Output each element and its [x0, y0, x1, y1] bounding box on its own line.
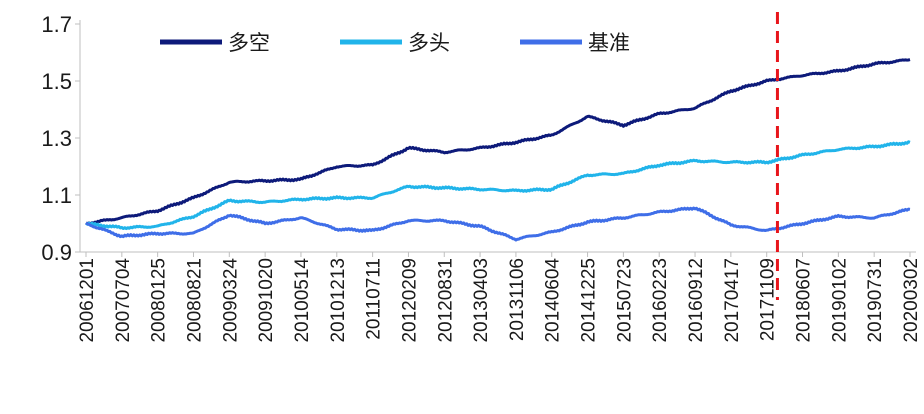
x-tick-label: 20171109	[758, 258, 779, 341]
legend-label-1: 多空	[228, 31, 270, 55]
x-tick-label: 20140604	[543, 258, 564, 343]
x-tick-label: 20170417	[722, 258, 743, 343]
x-tick-label: 20101213	[328, 258, 349, 343]
x-tick-label: 20190731	[865, 258, 886, 343]
x-tick-label: 20160223	[650, 258, 671, 343]
series-layer	[85, 58, 911, 242]
x-tick-label: 20080125	[149, 258, 170, 343]
x-tick-label: 20091020	[256, 258, 277, 343]
series-line-3	[85, 206, 911, 242]
x-axis: 20061201 20070704 20080125 20080821 20090324…	[77, 251, 922, 343]
x-tick-label: 20190102	[829, 258, 850, 343]
x-tick-label: 20080821	[184, 258, 205, 343]
y-tick-label: 1.1	[41, 183, 72, 208]
x-tick-label: 20130403	[471, 258, 492, 343]
x-tick-label: 20120209	[399, 258, 420, 343]
x-tick-label: 20160912	[686, 258, 707, 343]
x-tick-label: 20090324	[220, 258, 241, 343]
x-tick-label: 20120831	[435, 258, 456, 343]
x-tick-label: 20100514	[292, 258, 313, 343]
x-tick-label: 20200302	[901, 258, 922, 343]
legend: 多空 多头 基准	[160, 31, 630, 55]
x-tick-label: 20070704	[113, 258, 134, 343]
legend-label-2: 多头	[408, 31, 450, 55]
x-tick-label: 20131106	[507, 258, 528, 341]
y-axis: 0.9 1.1 1.3 1.5 1.7	[41, 12, 81, 265]
x-tick-label: 20110711	[364, 258, 385, 340]
y-tick-label: 1.5	[41, 69, 72, 94]
x-tick-label: 20061201	[77, 258, 98, 343]
x-tick-label: 20150723	[614, 258, 635, 343]
series-line-2	[85, 140, 911, 231]
y-tick-label: 0.9	[41, 240, 72, 265]
x-tick-label: 20141225	[579, 258, 600, 343]
series-line-1	[85, 58, 911, 226]
y-tick-label: 1.3	[41, 126, 72, 151]
x-tick-label: 20180607	[794, 258, 815, 343]
legend-label-3: 基准	[588, 31, 630, 55]
y-tick-label: 1.7	[41, 12, 72, 37]
